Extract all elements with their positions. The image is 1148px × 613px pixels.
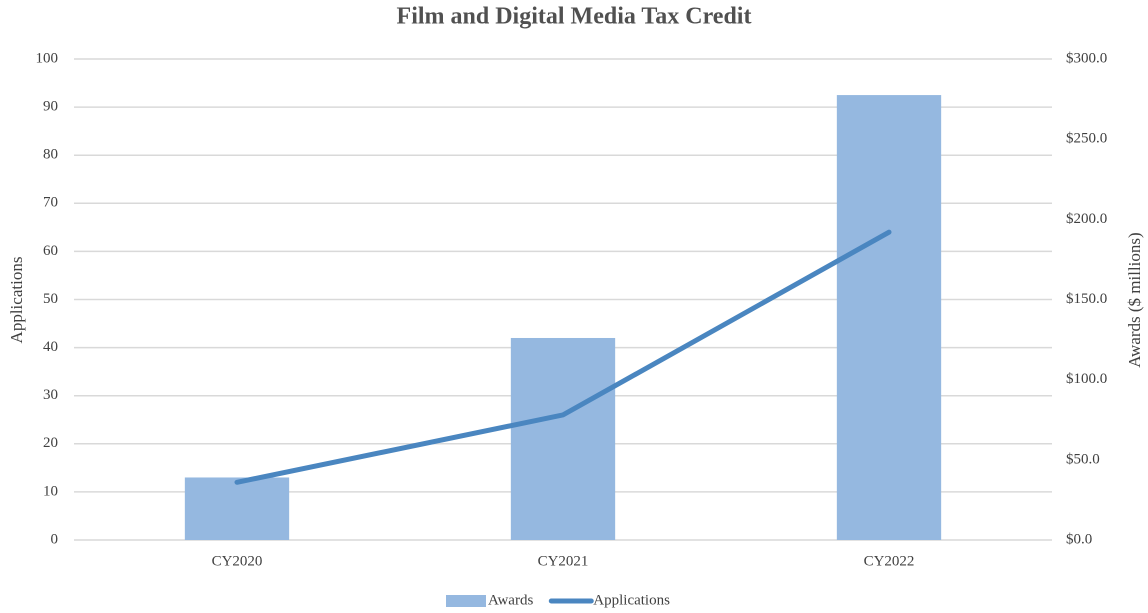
line — [234, 229, 892, 485]
y-tick-label: 10 — [43, 483, 58, 499]
y-tick-label: 100 — [36, 50, 59, 66]
y-tick-label: 80 — [43, 147, 58, 163]
y2-tick-label: $100.0 — [1066, 371, 1107, 387]
x-tick-label: CY2022 — [864, 553, 915, 569]
x-tick-label: CY2021 — [538, 553, 589, 569]
bar — [184, 477, 290, 540]
y-tick-label: 60 — [43, 243, 58, 259]
legend-label: Awards — [488, 592, 533, 608]
y-tick-label: 20 — [43, 435, 58, 451]
legend-label: Applications — [593, 592, 670, 608]
bar — [836, 95, 942, 540]
y-tick-label: 30 — [43, 387, 58, 403]
y-tick-label: 40 — [43, 339, 58, 355]
chart-title: Film and Digital Media Tax Credit — [397, 4, 752, 30]
y2-tick-label: $200.0 — [1066, 211, 1107, 227]
y-tick-label: 70 — [43, 195, 58, 211]
y-tick-label: 90 — [43, 99, 58, 115]
y-tick-label: 50 — [43, 291, 58, 307]
y-axis-label: Applications — [7, 257, 26, 344]
bar — [510, 337, 616, 540]
y2-axis-label: Awards ($ millions) — [1125, 232, 1144, 367]
x-tick-label: CY2020 — [212, 553, 263, 569]
y-tick-label: 0 — [51, 531, 59, 547]
y2-tick-label: $250.0 — [1066, 131, 1107, 147]
y2-tick-label: $50.0 — [1066, 451, 1100, 467]
y2-tick-label: $0.0 — [1066, 531, 1092, 547]
y2-tick-label: $300.0 — [1066, 50, 1107, 66]
legend-swatch — [446, 595, 486, 607]
y2-tick-label: $150.0 — [1066, 291, 1107, 307]
